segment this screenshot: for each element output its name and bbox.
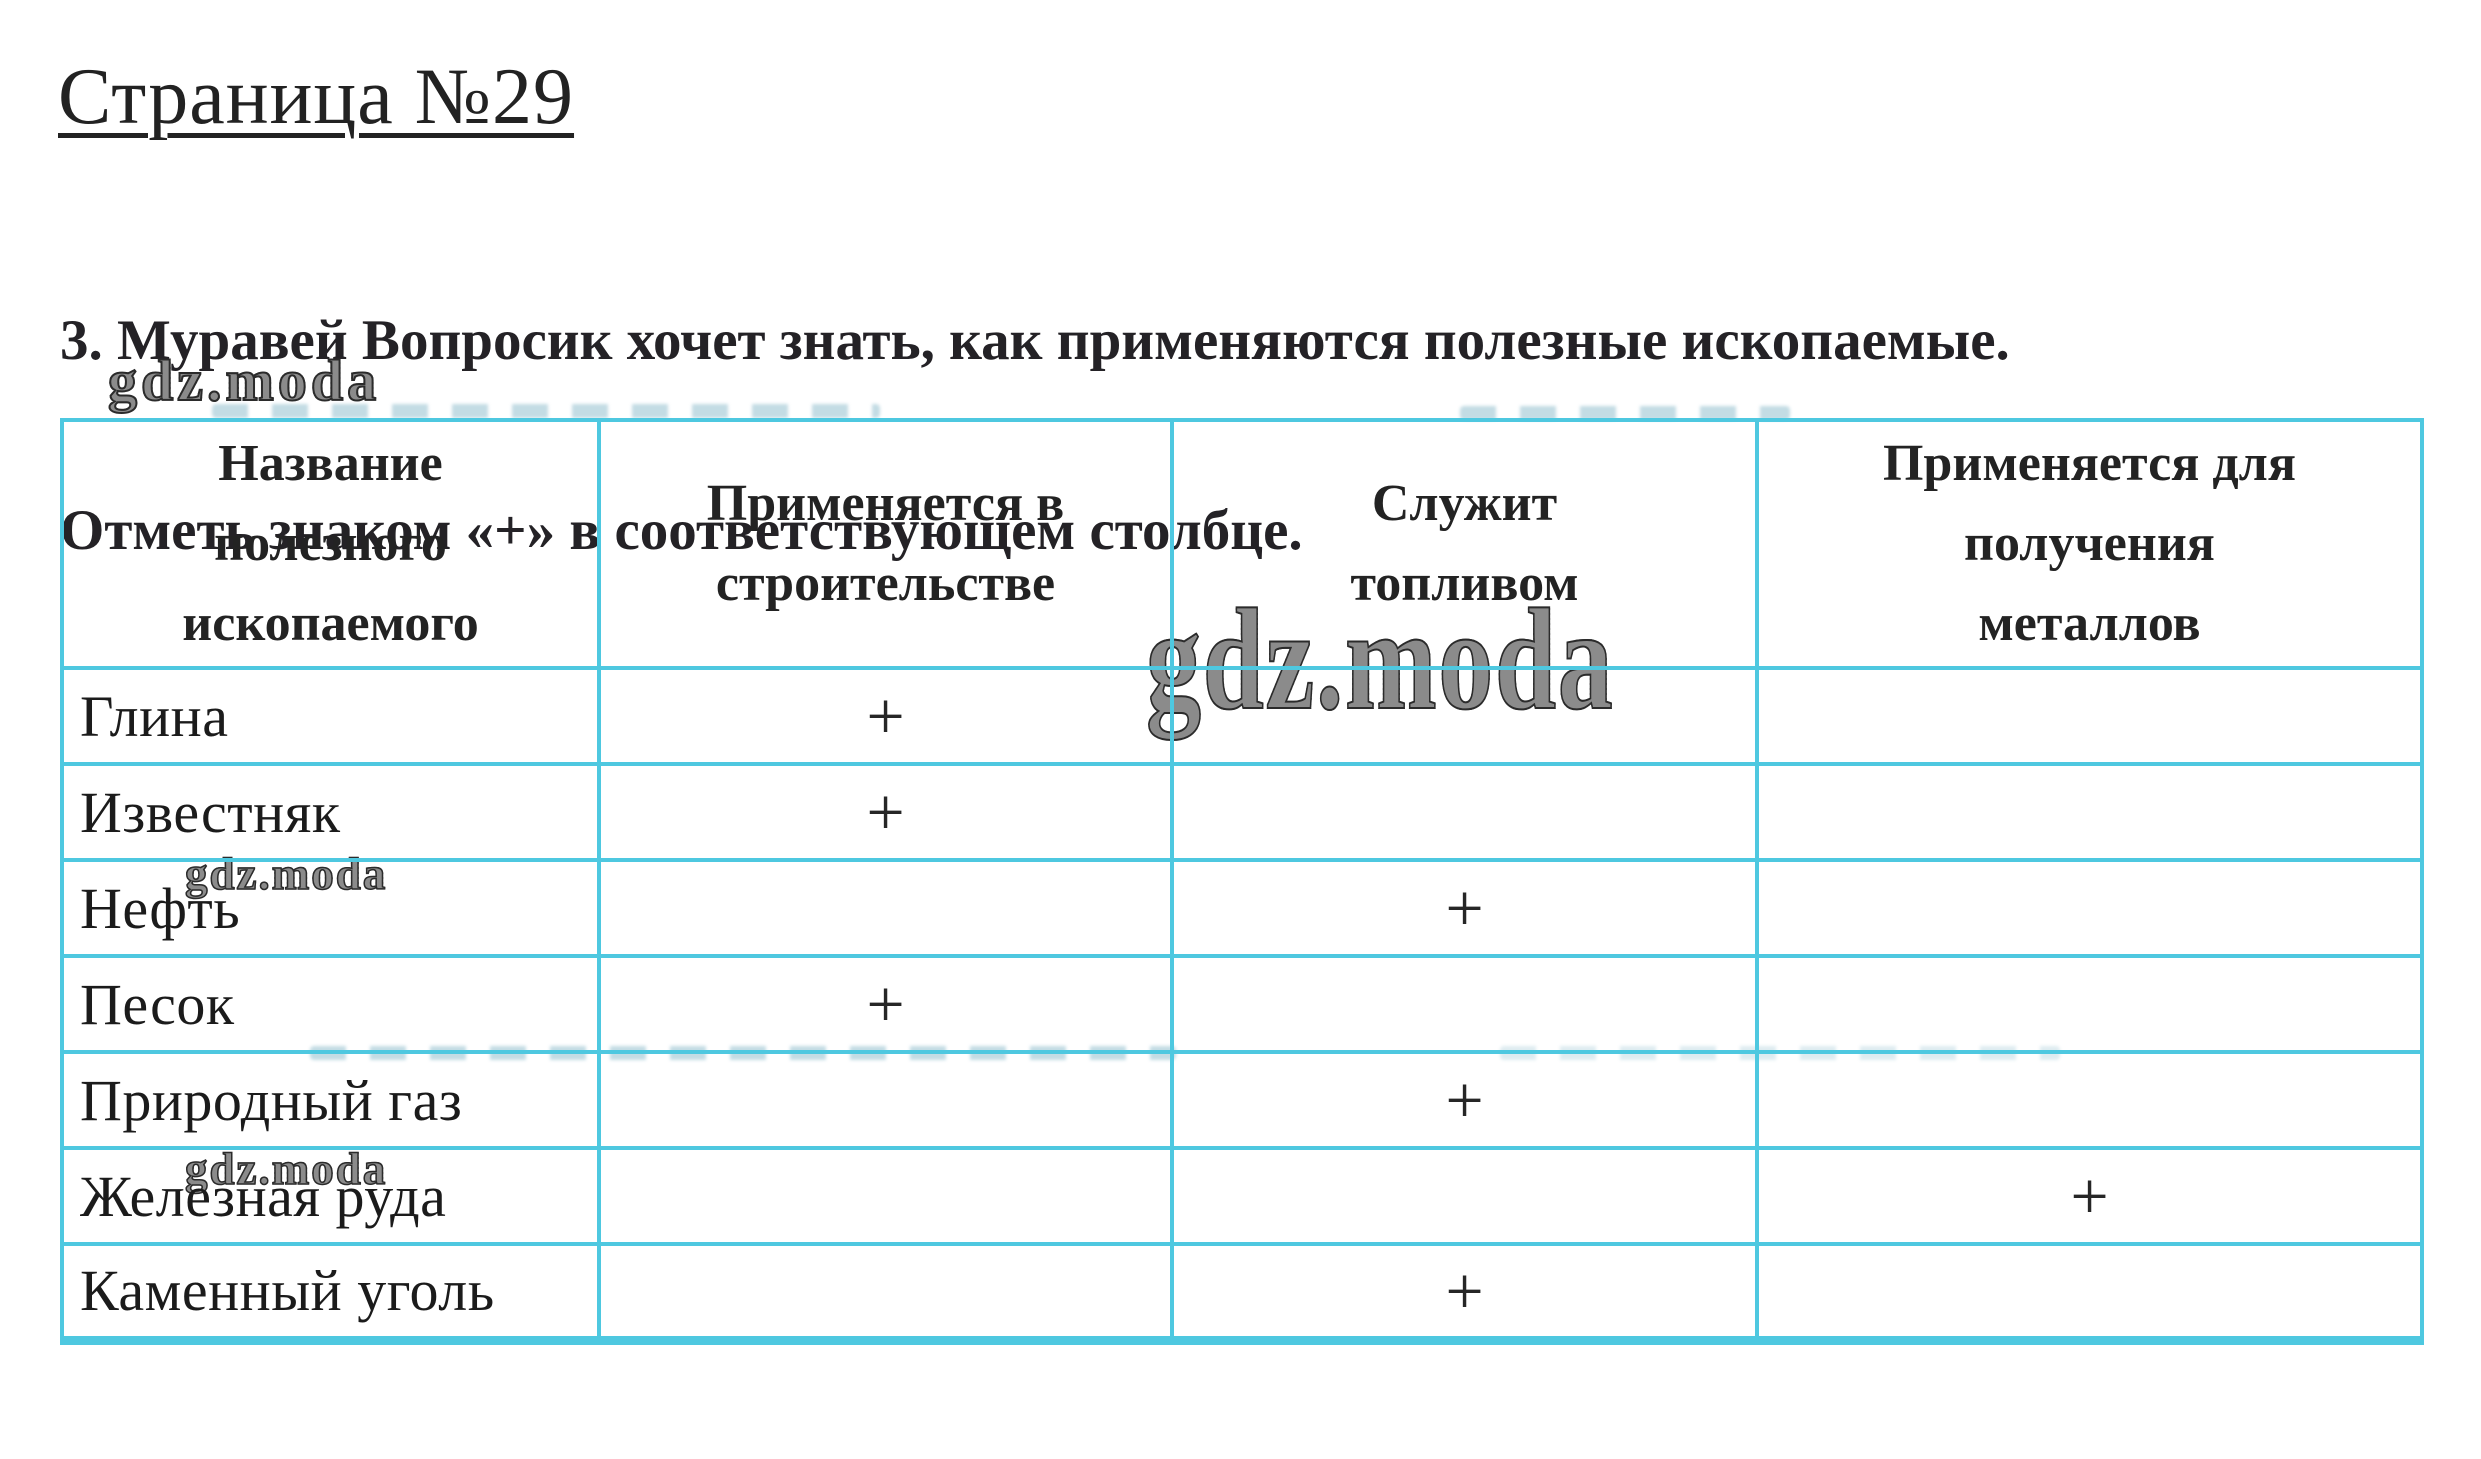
metals-mark-cell (1755, 1050, 2424, 1150)
construction-mark-cell (597, 858, 1174, 958)
mineral-name-cell: Известняк (60, 762, 601, 862)
construction-mark-cell: + (597, 762, 1174, 862)
construction-mark-cell (597, 1242, 1174, 1345)
metals-mark-cell (1755, 1242, 2424, 1345)
table-row: Природный газ + (60, 1050, 2424, 1150)
table-row: Глина + (60, 666, 2424, 766)
page-title: Страница №29 (58, 53, 575, 141)
table-body: Глина + Известняк + Нефть + Песок + Природный га… (60, 666, 2424, 1345)
minerals-table: Название полезного ископаемого Применяет… (60, 418, 2424, 1345)
task-line-1: 3. Муравей Вопросик хочет знать, как при… (60, 309, 2010, 372)
mineral-name-cell: Нефть (60, 858, 601, 958)
table-row: Известняк + (60, 762, 2424, 862)
fuel-mark-cell: + (1170, 1050, 1759, 1150)
fuel-mark-cell: + (1170, 1242, 1759, 1345)
table-row: Каменный уголь + (60, 1242, 2424, 1345)
metals-mark-cell (1755, 858, 2424, 958)
fuel-mark-cell: + (1170, 858, 1759, 958)
table-row: Нефть + (60, 858, 2424, 958)
column-header-construction: Применяется в строительстве (597, 418, 1174, 670)
fuel-mark-cell (1170, 666, 1759, 766)
metals-mark-cell: + (1755, 1146, 2424, 1246)
table-header-row: Название полезного ископаемого Применяет… (60, 418, 2424, 670)
mineral-name-cell: Железная руда (60, 1146, 601, 1246)
mineral-name-cell: Глина (60, 666, 601, 766)
mineral-name-cell: Природный газ (60, 1050, 601, 1150)
construction-mark-cell (597, 1050, 1174, 1150)
construction-mark-cell (597, 1146, 1174, 1246)
construction-mark-cell: + (597, 666, 1174, 766)
metals-mark-cell (1755, 762, 2424, 862)
fuel-mark-cell (1170, 762, 1759, 862)
mineral-name-cell: Песок (60, 954, 601, 1054)
watermark-ghost (1460, 406, 1790, 420)
metals-mark-cell (1755, 666, 2424, 766)
mineral-name-cell: Каменный уголь (60, 1242, 601, 1345)
table-row: Песок + (60, 954, 2424, 1054)
fuel-mark-cell (1170, 1146, 1759, 1246)
fuel-mark-cell (1170, 954, 1759, 1054)
watermark-ghost (212, 404, 880, 418)
column-header-fuel: Служит топливом (1170, 418, 1759, 670)
column-header-mineral-name: Название полезного ископаемого (60, 418, 601, 670)
metals-mark-cell (1755, 954, 2424, 1054)
construction-mark-cell: + (597, 954, 1174, 1054)
table-row: Железная руда + (60, 1146, 2424, 1246)
watermark-small-top: gdz.moda (107, 348, 381, 413)
column-header-metals: Применяется для получения металлов (1755, 418, 2424, 670)
